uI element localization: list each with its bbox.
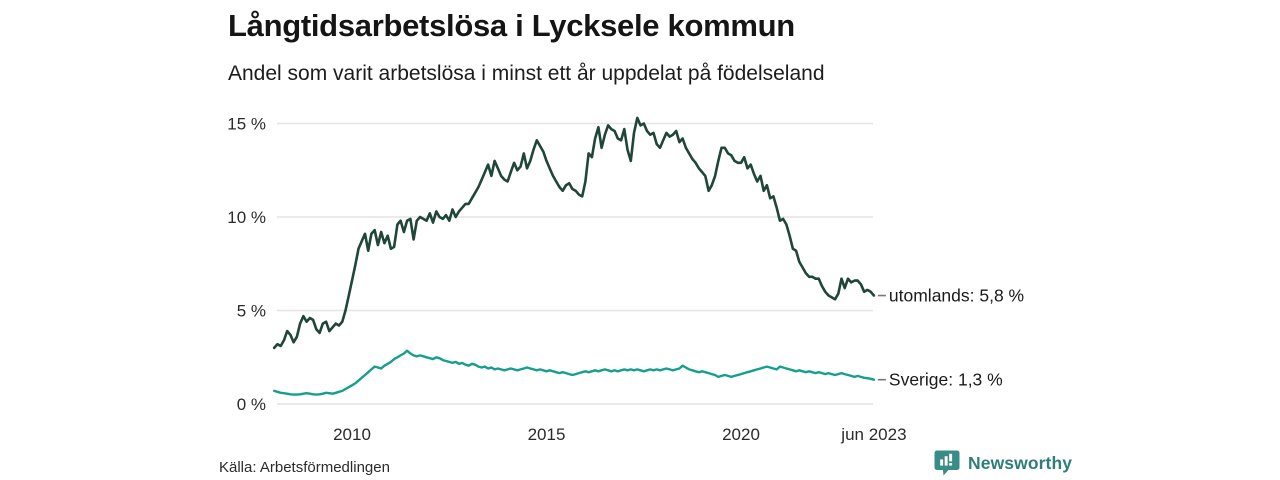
- legend-label-utomlands: utomlands: 5,8 %: [889, 286, 1024, 306]
- line-series-utomlands: [272, 116, 876, 350]
- legend-label-Sverige: Sverige: 1,3 %: [889, 370, 1003, 390]
- y-tick-label-5: 5 %: [237, 302, 266, 321]
- y-tick-label-15: 15 %: [227, 115, 266, 134]
- bar-chart-speech-bubble-icon: [934, 450, 960, 476]
- x-tick-label-2020: 2020: [722, 425, 760, 444]
- y-tick-label-10: 10 %: [227, 208, 266, 227]
- source-note: Källa: Arbetsförmedlingen: [219, 459, 390, 476]
- newsworthy-logo-text: Newsworthy: [968, 452, 1073, 473]
- x-tick-label-2010: 2010: [333, 425, 371, 444]
- logo-exclamation-stem: [949, 453, 953, 462]
- x-tick-label-2015: 2015: [528, 425, 566, 444]
- chart-title: Långtidsarbetslösa i Lycksele kommun: [228, 8, 795, 43]
- newsworthy-logo: Newsworthy: [933, 449, 1072, 477]
- x-tick-label-jun 2023: jun 2023: [840, 425, 906, 444]
- y-tick-label-0: 0 %: [237, 395, 266, 414]
- line-series-Sverige: [273, 349, 876, 396]
- chart-subtitle: Andel som varit arbetslösa i minst ett å…: [228, 62, 825, 85]
- logo-bar-2: [944, 456, 948, 466]
- logo-bar-1: [940, 459, 944, 466]
- logo-exclamation-dot: [949, 463, 953, 466]
